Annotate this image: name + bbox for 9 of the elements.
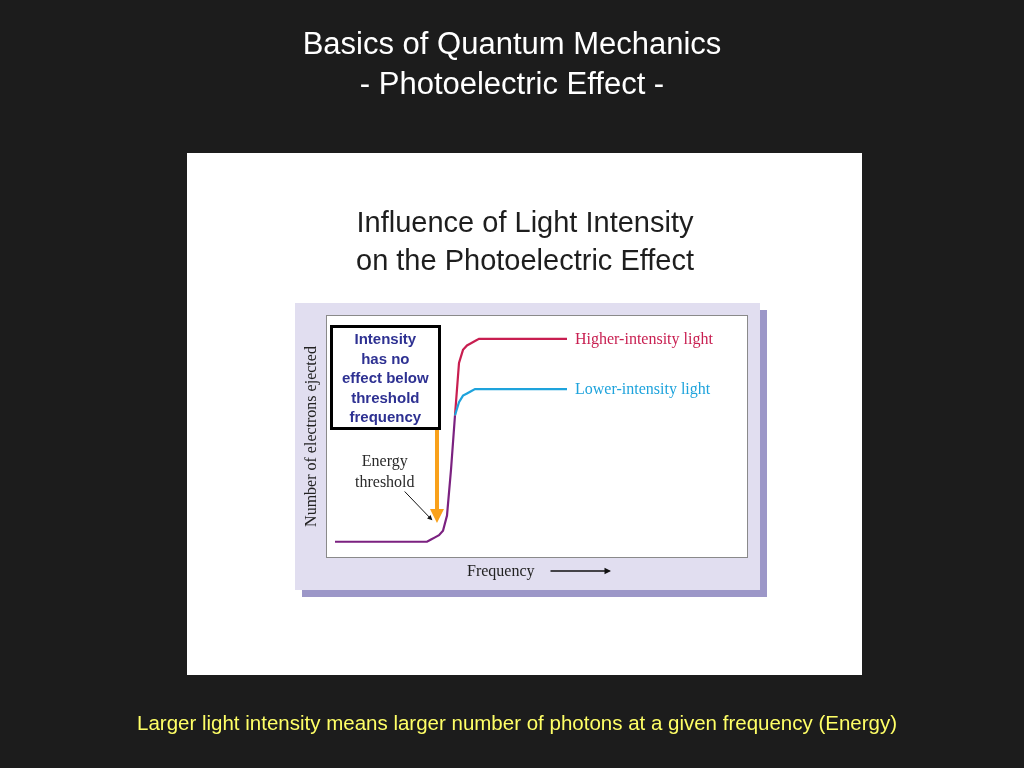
annotation: Energy threshold <box>355 452 415 490</box>
chart-title: Basics of Quantum Mechanics - Photoelectric Effect - <box>302 26 722 102</box>
series-label: Lower-intensity light <box>575 380 711 398</box>
x-axis-title: Frequency <box>467 562 535 580</box>
series-label: Higher-intensity light <box>575 330 714 348</box>
annotation: Intensity has no effect below threshold frequency <box>341 330 430 425</box>
chart-subtitle: Influence of Light Intensity on the Photoelectric Effect <box>356 206 695 276</box>
y-axis-title: Number of electrons ejected <box>301 346 320 527</box>
text: Larger light intensity means larger number of photons at a given frequency (Energy) <box>137 711 898 734</box>
